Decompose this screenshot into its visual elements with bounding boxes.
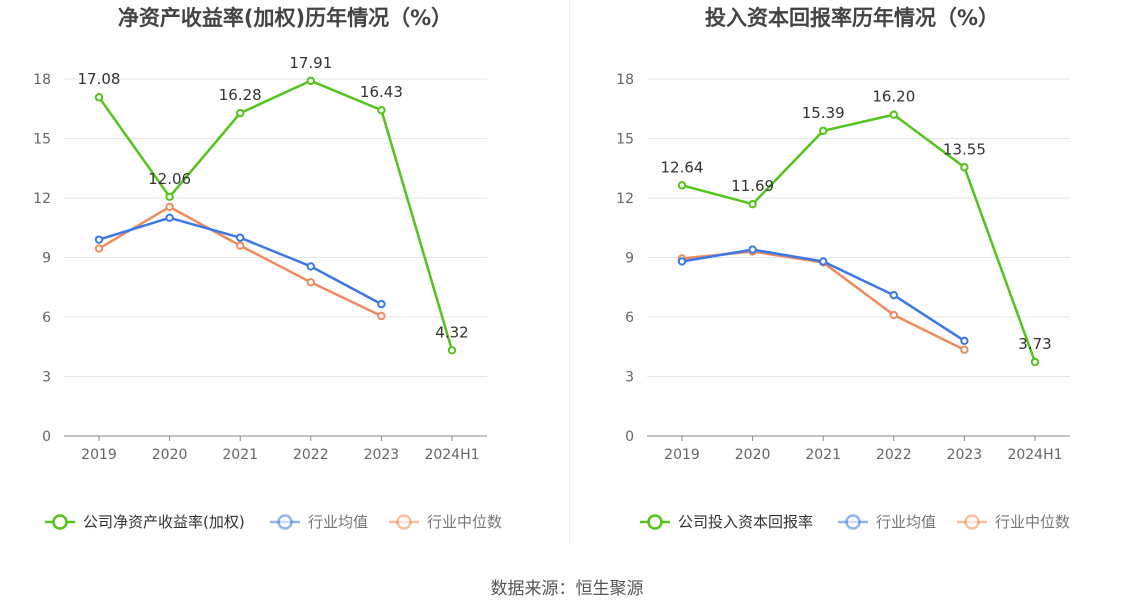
chart2-series-0-label-2024H1: 3.73 [1018,335,1051,353]
chart2-legend-2-marker [964,514,980,530]
chart1-x-tick-2024H1: 2024H1 [424,447,479,463]
chart1-series-2-point-2021 [236,241,245,250]
chart1-x-tick-2020: 2020 [152,447,188,463]
chart1-y-tick-18: 18 [33,72,51,88]
chart2-y-tick-6: 6 [625,310,634,326]
chart2-series-2-point-2022 [889,310,898,320]
chart1-series-1-point-2021 [236,233,245,242]
chart1-legend-0-label: 公司净资产收益率(加权) [83,513,245,531]
chart2-legend-1-marker [845,514,861,530]
chart1-legend-1-label: 行业均值 [308,513,368,531]
chart2-y-tick-9: 9 [625,251,634,267]
chart1-legend-1-marker [277,514,293,530]
chart1-series-1-point-2022 [306,262,315,271]
chart1-series-0-label-2021: 16.28 [219,86,262,104]
chart1-series-2-point-2022 [306,278,315,287]
chart1-y-tick-12: 12 [33,191,51,207]
data-source-note: 数据来源：恒生聚源 [490,579,644,599]
chart2-series-0-point-2022 [889,110,898,119]
chart1-series-2-line [98,205,382,318]
chart2-x-tick-2022: 2022 [876,447,912,463]
chart1-series-1-point-2023 [377,299,386,309]
chart2-x-tick-2019: 2019 [664,447,700,463]
chart1-series-2-point-2019 [94,244,104,253]
chart1-series-0-label-2022: 17.91 [289,54,332,72]
chart1-series-1-point-2019 [94,235,104,244]
chart1-y-tick-0: 0 [42,429,51,445]
chart2-y-tick-15: 15 [616,132,634,148]
chart2-legend-2-label: 行业中位数 [995,513,1070,531]
chart2-x-tick-2021: 2021 [805,447,841,463]
chart2-title: 投入资本回报率历年情况（%） [705,6,999,30]
chart2-y-tick-12: 12 [616,191,634,207]
chart2-series-0-label-2020: 11.69 [731,177,774,195]
chart1-y-tick-3: 3 [42,370,51,386]
chart1-series-0-point-2021 [236,108,245,118]
chart2-series-0-line [681,113,1037,363]
chart1-series-2-point-2020 [165,202,174,212]
chart1-y-tick-6: 6 [42,310,51,326]
chart2-series-1-point-2021 [819,257,828,266]
chart1-y-tick-9: 9 [42,251,51,267]
panel-divider [569,0,570,545]
chart1-series-1-line [98,216,382,306]
chart2-series-2-point-2023 [960,345,969,354]
chart1-series-0-line [97,79,454,351]
chart2-x-tick-2020: 2020 [735,447,771,463]
chart1-series-0-label-2023: 16.43 [360,83,403,101]
chart1-title: 净资产收益率(加权)历年情况（%） [118,6,452,30]
chart1-legend-0-marker [52,514,68,530]
chart1-series-0-point-2020 [165,192,174,202]
chart1-series-0-label-2020: 12.06 [148,170,191,188]
chart2-series-0-label-2019: 12.64 [661,158,704,176]
chart2-series-1-point-2023 [960,336,969,345]
chart1-x-tick-2022: 2022 [293,447,329,463]
chart1-x-tick-2023: 2023 [364,447,400,463]
chart1-series-0-label-2024H1: 4.32 [435,323,468,341]
chart2-series-0-point-2021 [819,126,828,135]
chart2-series-1-point-2019 [677,257,687,266]
chart2-x-tick-2024H1: 2024H1 [1007,447,1062,463]
chart2-series-0-point-2023 [960,163,969,172]
chart2-series-0-point-2019 [677,181,687,190]
chart2-series-0-label-2021: 15.39 [802,104,845,122]
chart1-x-tick-2021: 2021 [222,447,258,463]
chart2-series-0-label-2023: 13.55 [943,140,986,158]
chart1-y-tick-15: 15 [33,132,51,148]
chart2-series-0-label-2022: 16.20 [872,88,915,106]
chart2-series-1-point-2022 [889,290,898,300]
chart1-series-2-point-2023 [377,311,386,321]
chart1-series-0-label-2019: 17.08 [78,70,121,88]
chart2-legend-1-label: 行业均值 [876,513,936,531]
chart1-x-tick-2019: 2019 [81,447,117,463]
chart2-x-tick-2023: 2023 [947,447,983,463]
chart2-series-0-point-2020 [748,199,757,209]
chart2-y-tick-0: 0 [625,429,634,445]
chart2-legend-0-marker [647,514,663,530]
chart2-legend-0-label: 公司投入资本回报率 [678,513,813,531]
chart1-series-0-point-2023 [377,105,386,115]
chart1-series-0-point-2019 [94,93,104,102]
chart1-series-1-point-2020 [165,213,174,223]
chart2-series-1-point-2020 [748,245,757,254]
chart1-legend-2-label: 行业中位数 [427,513,502,531]
chart1-series-0-point-2024H1 [447,346,457,355]
chart1-legend-2-marker [396,514,412,530]
chart2-series-0-point-2024H1 [1030,357,1040,367]
chart2-y-tick-3: 3 [625,370,634,386]
chart1-series-0-point-2022 [306,76,315,85]
chart2-y-tick-18: 18 [616,72,634,88]
